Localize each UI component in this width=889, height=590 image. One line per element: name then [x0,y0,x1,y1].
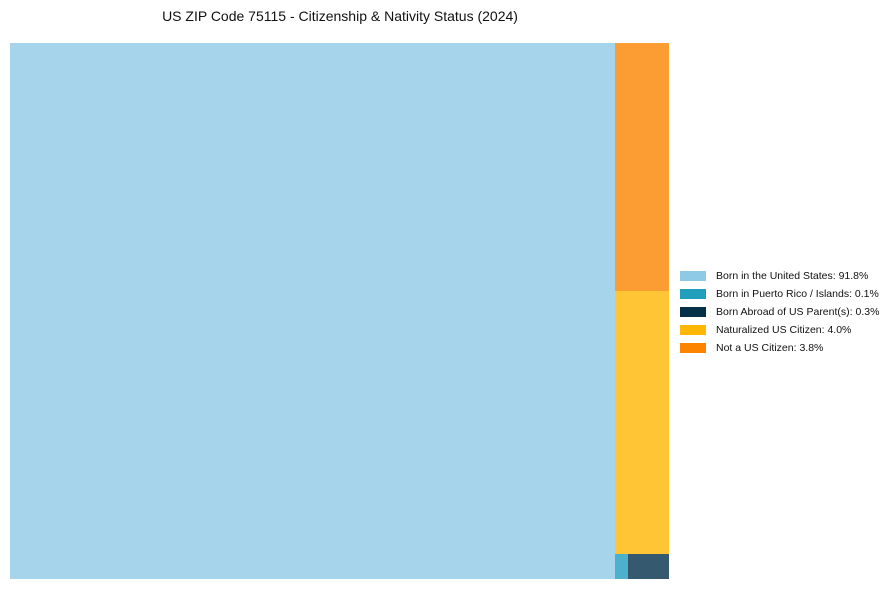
legend-swatch [680,271,706,281]
legend-item-born-abroad: Born Abroad of US Parent(s): 0.3% [680,303,879,321]
treemap-tile-born-in-puerto-rico-islands [615,554,628,579]
legend-item-born-puerto-rico: Born in Puerto Rico / Islands: 0.1% [680,285,879,303]
legend-label: Not a US Citizen: 3.8% [716,342,824,354]
legend-swatch [680,307,706,317]
treemap-tile-not-a-us-citizen [615,43,669,291]
treemap-tile-born-abroad-of-us-parent-s [628,554,669,579]
treemap-tile-naturalized-us-citizen [615,291,669,554]
legend: Born in the United States: 91.8% Born in… [680,267,879,357]
legend-swatch [680,343,706,353]
legend-label: Born in Puerto Rico / Islands: 0.1% [716,288,879,300]
legend-swatch [680,289,706,299]
legend-item-naturalized: Naturalized US Citizen: 4.0% [680,321,879,339]
legend-item-not-citizen: Not a US Citizen: 3.8% [680,339,879,357]
legend-swatch [680,325,706,335]
legend-label: Born Abroad of US Parent(s): 0.3% [716,306,880,318]
treemap-tile-born-in-the-united-states [10,43,615,579]
chart-title: US ZIP Code 75115 - Citizenship & Nativi… [162,8,518,24]
legend-label: Born in the United States: 91.8% [716,270,869,282]
legend-item-born-us: Born in the United States: 91.8% [680,267,879,285]
legend-label: Naturalized US Citizen: 4.0% [716,324,852,336]
